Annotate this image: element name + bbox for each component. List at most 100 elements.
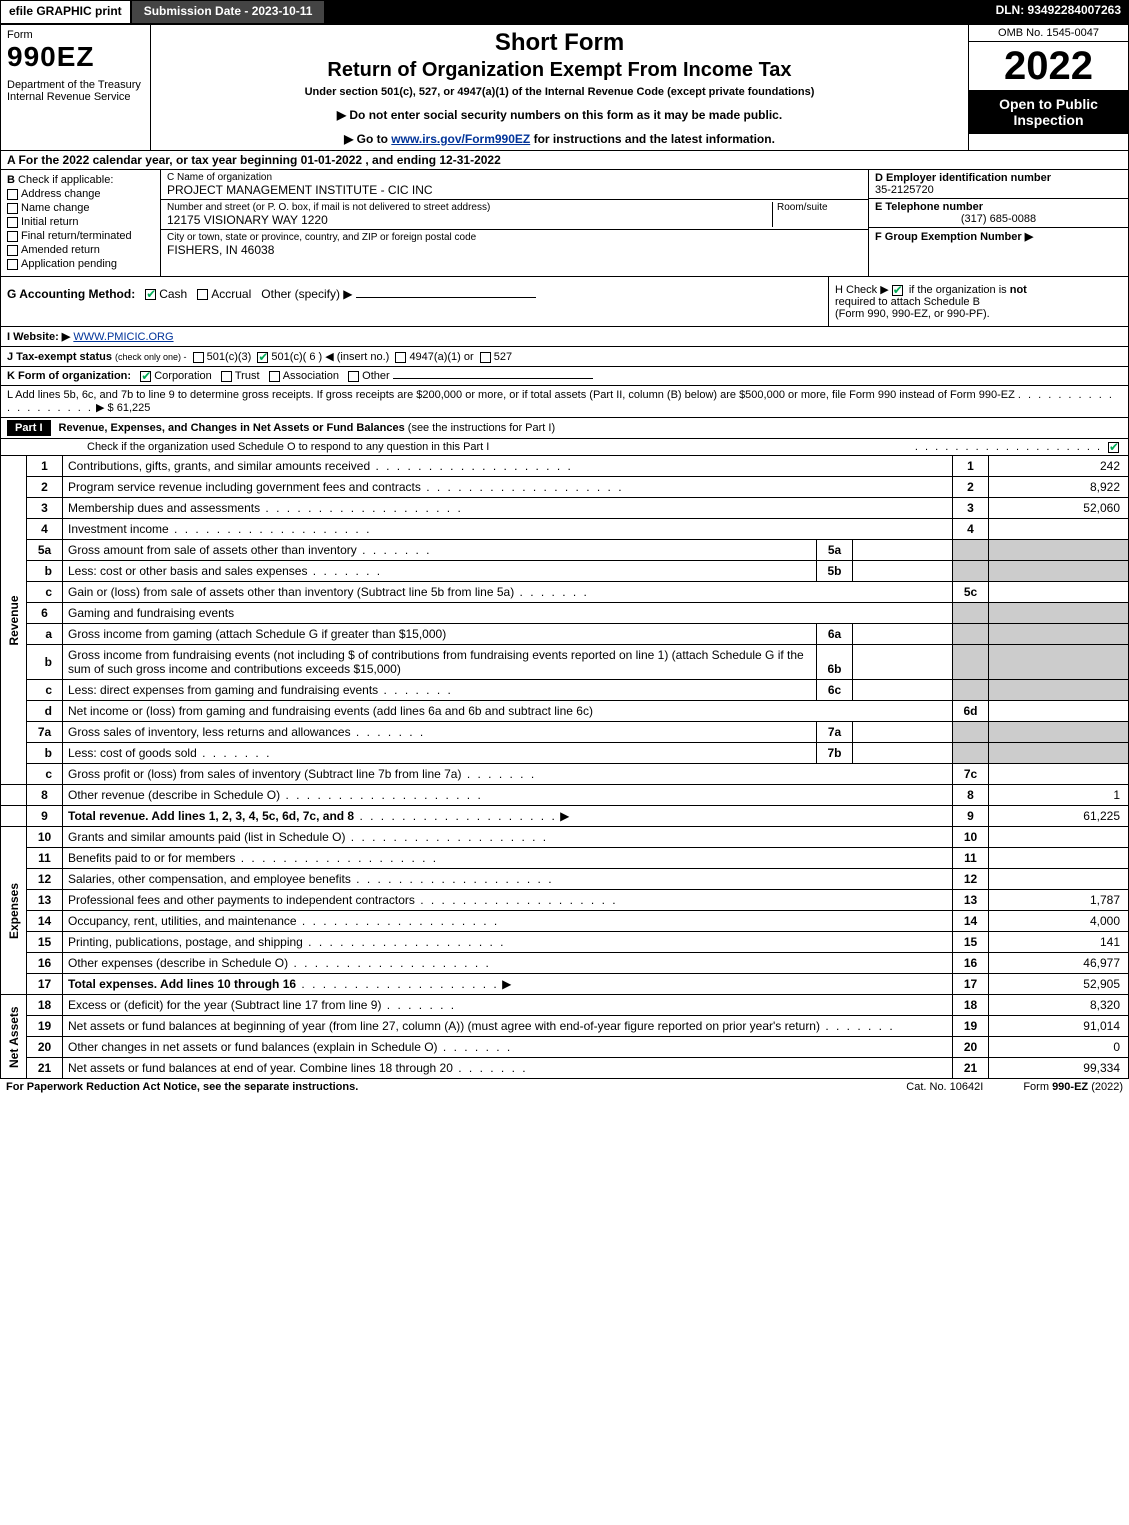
checkbox-icon[interactable] [7,217,18,228]
l6c-rshade2 [989,680,1129,701]
l6c-desc: Less: direct expenses from gaming and fu… [63,680,817,701]
dots-icon [351,872,554,886]
line-11: 11 Benefits paid to or for members 11 [1,848,1129,869]
line-7c: c Gross profit or (loss) from sales of i… [1,764,1129,785]
l16-rlbl: 16 [953,953,989,974]
chk-name-change[interactable]: Name change [7,202,154,214]
ssn-warning: ▶ Do not enter social security numbers o… [161,108,958,122]
chk-accrual[interactable] [197,289,208,300]
group-exemption-label: F Group Exemption Number ▶ [875,230,1122,243]
checkbox-icon[interactable] [7,189,18,200]
l6b-rshade2 [989,645,1129,680]
l6c-desc-text: Less: direct expenses from gaming and fu… [68,683,378,697]
line-3: 3 Membership dues and assessments 3 52,0… [1,498,1129,519]
j-label: J Tax-exempt status [7,351,112,363]
chk-501c3[interactable] [193,352,204,363]
chk-final-return[interactable]: Final return/terminated [7,230,154,242]
checkbox-icon[interactable] [7,203,18,214]
l3-num: 3 [27,498,63,519]
l13-desc: Professional fees and other payments to … [63,890,953,911]
chk-association[interactable] [269,371,280,382]
chk-schedule-o[interactable] [1108,442,1119,453]
l7c-desc: Gross profit or (loss) from sales of inv… [63,764,953,785]
l7b-desc-text: Less: cost of goods sold [68,746,197,760]
l6a-num: a [27,624,63,645]
dots-icon [438,1040,513,1054]
chk-schedule-b[interactable] [892,285,903,296]
l6-rshade2 [989,603,1129,624]
l7a-rshade [953,722,989,743]
block-bcdef: B Check if applicable: Address change Na… [0,170,1129,277]
l13-num: 13 [27,890,63,911]
chk-trust[interactable] [221,371,232,382]
checkbox-icon[interactable] [7,259,18,270]
footer-right-form: 990-EZ [1052,1081,1088,1093]
chk-address-change[interactable]: Address change [7,188,154,200]
line-7a: 7a Gross sales of inventory, less return… [1,722,1129,743]
l8-desc: Other revenue (describe in Schedule O) [63,785,953,806]
irs-link[interactable]: www.irs.gov/Form990EZ [391,132,530,146]
chk-name-change-label: Name change [21,202,90,214]
l19-val: 91,014 [989,1016,1129,1037]
other-specify-line[interactable] [356,297,536,298]
chk-527[interactable] [480,352,491,363]
l11-desc: Benefits paid to or for members [63,848,953,869]
l17-num: 17 [27,974,63,995]
l5b-mval [853,561,953,582]
other-label: Other (specify) ▶ [261,287,352,301]
chk-501c[interactable] [257,352,268,363]
l20-num: 20 [27,1037,63,1058]
l20-val: 0 [989,1037,1129,1058]
side-blank-9 [1,806,27,827]
chk-application-pending[interactable]: Application pending [7,258,154,270]
l1-desc-text: Contributions, gifts, grants, and simila… [68,459,370,473]
l15-num: 15 [27,932,63,953]
header-mid: Short Form Return of Organization Exempt… [151,25,968,150]
ein-label: D Employer identification number [875,172,1122,184]
chk-4947[interactable] [395,352,406,363]
side-revenue: Revenue [1,456,27,785]
chk-other-org[interactable] [348,371,359,382]
l13-desc-text: Professional fees and other payments to … [68,893,415,907]
accrual-label: Accrual [211,287,251,301]
dots-icon [307,564,382,578]
l1-desc: Contributions, gifts, grants, and simila… [63,456,953,477]
other-org-line[interactable] [393,378,593,379]
l6a-desc: Gross income from gaming (attach Schedul… [63,624,817,645]
l20-desc-text: Other changes in net assets or fund bala… [68,1040,438,1054]
chk-amended-return-label: Amended return [21,244,100,256]
l6b-desc: Gross income from fundraising events (no… [63,645,817,680]
chk-cash[interactable] [145,289,156,300]
l7a-desc: Gross sales of inventory, less returns a… [63,722,817,743]
website-link[interactable]: WWW.PMICIC.ORG [73,331,173,343]
efile-print-label[interactable]: efile GRAPHIC print [0,0,131,24]
l4-rlbl: 4 [953,519,989,540]
line-13: 13 Professional fees and other payments … [1,890,1129,911]
l17-val: 52,905 [989,974,1129,995]
checkbox-icon[interactable] [7,245,18,256]
h-text3: required to attach Schedule B [835,296,980,308]
l17-desc-text: Total expenses. Add lines 10 through 16 [68,977,296,991]
l1-rlbl: 1 [953,456,989,477]
j-o1: 501(c)(3) [207,351,252,363]
open-public-inspection: Open to Public Inspection [969,90,1128,134]
l6b-num: b [27,645,63,680]
checkbox-icon[interactable] [7,231,18,242]
dots-icon [345,830,548,844]
l5b-mlbl: 5b [817,561,853,582]
l7a-num: 7a [27,722,63,743]
form-header: Form 990EZ Department of the Treasury In… [0,24,1129,151]
chk-corporation[interactable] [140,371,151,382]
org-name-label: C Name of organization [167,172,862,183]
chk-amended-return[interactable]: Amended return [7,244,154,256]
l15-val: 141 [989,932,1129,953]
l2-val: 8,922 [989,477,1129,498]
l10-desc: Grants and similar amounts paid (list in… [63,827,953,848]
cash-label: Cash [159,287,187,301]
chk-initial-return[interactable]: Initial return [7,216,154,228]
l-amt-pre: ▶ $ [96,402,114,414]
line-6: 6 Gaming and fundraising events [1,603,1129,624]
footer-left: For Paperwork Reduction Act Notice, see … [6,1081,866,1093]
footer-right-post: (2022) [1088,1081,1123,1093]
dots-icon [280,788,483,802]
